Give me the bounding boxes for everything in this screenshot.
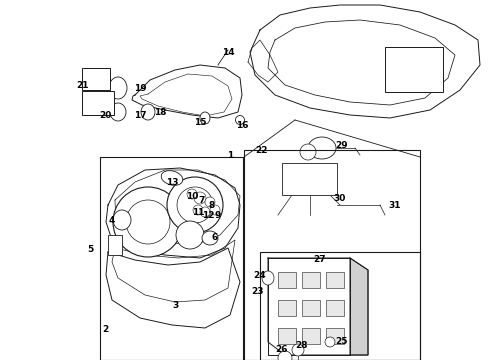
Text: 16: 16 [236, 121, 248, 130]
Ellipse shape [325, 337, 335, 347]
Ellipse shape [308, 137, 336, 159]
Text: 30: 30 [334, 194, 346, 202]
Text: 22: 22 [256, 145, 268, 154]
Ellipse shape [161, 171, 183, 185]
Circle shape [187, 189, 197, 199]
Bar [302, 300, 320, 316]
Bar [82, 91, 114, 115]
Circle shape [193, 205, 203, 215]
Text: 12: 12 [202, 211, 214, 220]
Text: 28: 28 [296, 341, 308, 350]
Ellipse shape [200, 112, 210, 124]
Text: 17: 17 [134, 111, 147, 120]
Text: 11: 11 [192, 207, 204, 216]
Text: 14: 14 [221, 48, 234, 57]
Text: 13: 13 [166, 177, 178, 186]
Text: 21: 21 [76, 81, 88, 90]
Circle shape [300, 144, 316, 160]
Circle shape [113, 187, 183, 257]
Bar [278, 300, 296, 316]
Polygon shape [350, 258, 368, 355]
Bar [282, 163, 337, 195]
Bar [100, 157, 243, 360]
Text: 10: 10 [186, 192, 198, 201]
Bar [326, 328, 344, 344]
Text: 7: 7 [199, 195, 205, 204]
Bar [326, 272, 344, 288]
Text: 4: 4 [109, 216, 115, 225]
Circle shape [126, 200, 170, 244]
Text: 29: 29 [336, 140, 348, 149]
Circle shape [210, 205, 220, 215]
Text: 9: 9 [215, 211, 221, 220]
Ellipse shape [236, 116, 245, 125]
Bar [385, 47, 443, 92]
Text: 1: 1 [227, 150, 233, 159]
Circle shape [205, 197, 215, 207]
Ellipse shape [202, 231, 218, 245]
Text: 20: 20 [99, 111, 111, 120]
Bar [82, 68, 110, 90]
Text: 15: 15 [194, 117, 206, 126]
Bar [326, 300, 344, 316]
Bar [302, 272, 320, 288]
Text: 24: 24 [254, 270, 266, 279]
Text: 23: 23 [252, 288, 264, 297]
Bar [278, 328, 296, 344]
Text: 26: 26 [276, 346, 288, 355]
Circle shape [278, 351, 292, 360]
Ellipse shape [109, 77, 127, 99]
Circle shape [194, 192, 206, 204]
Text: 19: 19 [134, 84, 147, 93]
Text: 3: 3 [172, 301, 178, 310]
Bar [108, 235, 122, 255]
Circle shape [292, 344, 304, 356]
Ellipse shape [141, 104, 155, 120]
Circle shape [177, 187, 213, 223]
Bar [260, 252, 420, 360]
Ellipse shape [110, 103, 126, 121]
Text: 25: 25 [336, 338, 348, 346]
Ellipse shape [113, 210, 131, 230]
Bar [302, 328, 320, 344]
Text: 31: 31 [389, 201, 401, 210]
Text: 2: 2 [102, 325, 108, 334]
Text: 27: 27 [314, 256, 326, 265]
Text: 6: 6 [212, 234, 218, 243]
Text: 18: 18 [154, 108, 166, 117]
Ellipse shape [262, 271, 274, 285]
Text: 8: 8 [209, 201, 215, 210]
Bar [244, 150, 420, 360]
Circle shape [200, 207, 210, 217]
Text: 5: 5 [87, 246, 93, 255]
Circle shape [167, 177, 223, 233]
Circle shape [176, 221, 204, 249]
Bar [278, 272, 296, 288]
Polygon shape [268, 258, 368, 355]
